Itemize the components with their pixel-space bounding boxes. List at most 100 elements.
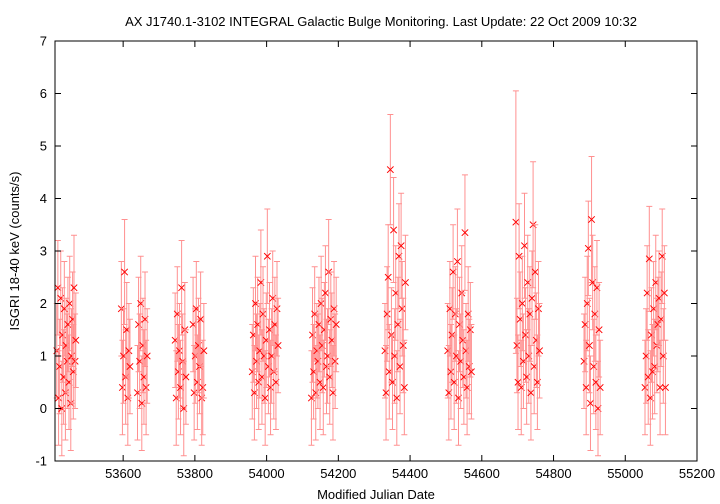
marker-stroke	[71, 357, 79, 365]
marker-stroke	[383, 310, 391, 318]
marker-stroke	[72, 336, 80, 344]
marker-stroke	[327, 315, 335, 323]
data-point-0-154	[467, 324, 475, 420]
data-point-0-129	[399, 297, 407, 394]
y-tick-label-2: 1	[40, 349, 47, 364]
data-point-0-180	[582, 339, 590, 436]
data-point-0-23	[118, 339, 126, 436]
marker-stroke	[142, 383, 150, 392]
data-point-0-183	[585, 297, 593, 394]
data-point-0-164	[522, 287, 530, 383]
y-tick-label-7: 6	[40, 86, 47, 101]
data-point-0-110	[331, 313, 339, 409]
marker-stroke	[453, 257, 461, 266]
x-tick-label-3: 54200	[320, 466, 356, 481]
data-point-0-86	[273, 261, 281, 357]
marker-stroke	[459, 336, 467, 344]
marker-stroke	[582, 383, 590, 392]
marker-stroke	[522, 331, 530, 339]
marker-stroke	[534, 305, 543, 313]
marker-stroke	[467, 368, 475, 376]
marker-stroke	[398, 305, 406, 313]
x-axis-label: Modified Julian Date	[317, 487, 435, 502]
marker-stroke	[199, 383, 207, 392]
marker-stroke	[399, 341, 407, 350]
marker-stroke	[55, 394, 63, 402]
marker-stroke	[125, 347, 133, 355]
marker-stroke	[390, 226, 398, 234]
data-point-0-137	[449, 224, 457, 320]
x-tick-label-8: 55200	[679, 466, 715, 481]
data-point-0-75	[261, 350, 269, 446]
data-point-0-208	[656, 339, 664, 436]
data-point-0-155	[512, 90, 520, 354]
data-point-0-156	[513, 297, 521, 394]
marker-stroke	[319, 383, 327, 392]
marker-stroke	[200, 347, 208, 355]
marker-stroke	[126, 362, 134, 371]
data-point-0-62	[200, 303, 208, 399]
marker-stroke	[531, 268, 539, 276]
x-tick-label-2: 54000	[249, 466, 285, 481]
chart-title: AX J1740.1-3102 INTEGRAL Galactic Bulge …	[125, 14, 637, 29]
y-axis-label: ISGRI 18-40 keV (counts/s)	[7, 172, 22, 331]
marker-stroke	[331, 357, 339, 365]
axes: -1 0 1 2 3 4 5 6 7 53600 53800 54000 54200 54400 54600…	[35, 34, 715, 482]
data-point-0-130	[400, 339, 408, 436]
marker-stroke	[518, 299, 526, 308]
marker-stroke	[586, 399, 595, 407]
data-point-0-135	[447, 324, 455, 420]
marker-stroke	[595, 326, 603, 334]
marker-stroke	[512, 218, 520, 226]
data-point-0-25	[121, 219, 129, 325]
marker-stroke	[66, 299, 74, 308]
data-point-0-131	[401, 234, 409, 331]
data-point-0-153	[466, 282, 474, 378]
marker-stroke	[397, 242, 405, 250]
marker-stroke	[255, 378, 263, 386]
marker-stroke	[70, 284, 78, 292]
data-point-0-173	[531, 224, 539, 320]
marker-stroke	[535, 347, 544, 355]
marker-stroke	[386, 166, 394, 174]
marker-stroke	[514, 378, 522, 386]
data-point-0-111	[332, 276, 340, 373]
marker-stroke	[654, 320, 662, 329]
data-point-0-141	[453, 208, 461, 315]
marker-stroke	[175, 347, 184, 355]
x-tick-label-7: 55000	[607, 466, 643, 481]
marker-stroke	[588, 215, 596, 224]
marker-stroke	[178, 284, 186, 292]
marker-stroke	[585, 341, 593, 350]
data-point-0-158	[515, 203, 523, 310]
data-point-0-51	[182, 329, 190, 425]
marker-stroke	[396, 362, 404, 371]
marker-stroke	[641, 383, 649, 392]
data-point-0-114	[383, 266, 391, 362]
y-tick-label-6: 5	[40, 139, 47, 154]
marker-stroke	[400, 383, 408, 392]
data-point-0-169	[527, 345, 535, 441]
data-point-0-123	[393, 350, 401, 446]
data-point-0-148	[461, 174, 469, 291]
data-points	[53, 90, 669, 457]
marker-stroke	[661, 383, 669, 392]
marker-stroke	[527, 389, 535, 397]
data-point-0-163	[520, 192, 529, 299]
data-point-0-161	[518, 255, 526, 352]
data-point-0-30	[126, 318, 134, 415]
marker-stroke	[321, 289, 329, 297]
marker-stroke	[513, 341, 521, 350]
marker-stroke	[121, 268, 129, 276]
marker-stroke	[466, 326, 474, 334]
data-point-0-122	[392, 245, 400, 341]
marker-stroke	[384, 273, 392, 281]
marker-stroke	[197, 315, 205, 323]
marker-stroke	[401, 278, 409, 287]
marker-stroke	[660, 289, 668, 297]
marker-stroke	[584, 244, 592, 252]
data-point-0-146	[459, 292, 467, 388]
data-point-0-185	[588, 156, 596, 283]
